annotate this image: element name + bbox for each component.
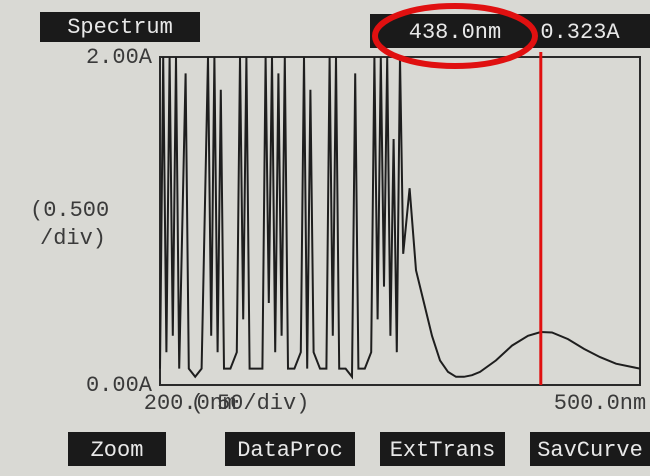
readout-box [370, 14, 650, 48]
button-bg [530, 432, 650, 466]
y-tick-label: 0.00A [86, 373, 153, 398]
button-bg [68, 432, 166, 466]
spectrum-line [159, 56, 641, 380]
y-axis-label: (0.500 [30, 198, 109, 223]
x-tick-label: 200.0nm [144, 391, 236, 416]
button[interactable]: DataProc [237, 438, 343, 463]
button-bg [380, 432, 505, 466]
x-tick-label: 500.0nm [554, 391, 646, 416]
x-axis-label: ( 50/div) [191, 391, 310, 416]
cursor-x-readout: 438.0nm [409, 20, 501, 45]
title-box [40, 12, 200, 42]
button[interactable]: ExtTrans [390, 438, 496, 463]
cursor-y-readout: 0.323A [540, 20, 620, 45]
y-tick-label: 2.00A [86, 45, 153, 70]
button[interactable]: Zoom [91, 438, 144, 463]
highlight-circle [372, 3, 538, 69]
button-bg [225, 432, 355, 466]
button[interactable]: SavCurve [537, 438, 643, 463]
title: Spectrum [67, 15, 173, 40]
y-axis-label: /div) [40, 226, 106, 251]
